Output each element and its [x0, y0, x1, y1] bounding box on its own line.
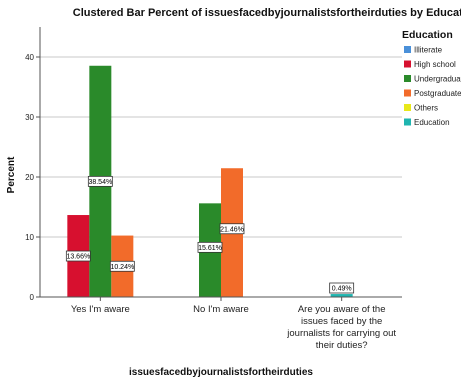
y-tick-label: 30 [25, 113, 34, 122]
data-label-box [329, 282, 355, 294]
x-tick-label: their duties? [316, 340, 368, 351]
data-label-box [87, 175, 113, 187]
chart-title: Clustered Bar Percent of issuesfacedbyjo… [73, 7, 461, 19]
legend-label: High school [414, 60, 456, 69]
legend-label: Others [414, 104, 438, 113]
y-axis-label: Percent [6, 156, 17, 193]
bars [67, 65, 353, 297]
x-tick-label: Yes I'm aware [71, 304, 130, 315]
legend: Illiterate High school Undergraduate Postgr… [404, 46, 461, 127]
legend-label: Education [414, 118, 450, 127]
x-tick-label: No I'm aware [193, 304, 249, 315]
data-label: 13.66% [66, 254, 90, 261]
data-label-box [197, 241, 223, 253]
data-label: 0.49% [332, 286, 352, 293]
data-label: 21.46% [220, 226, 244, 233]
legend-swatch [404, 46, 411, 53]
legend-label: Illiterate [414, 46, 443, 55]
x-axis-label: issuesfacedbyjournalistsfortheirduties [129, 367, 313, 378]
y-tick-label: 10 [25, 233, 34, 242]
x-tick-label: issues faced by the [301, 316, 382, 327]
data-label-box [219, 223, 245, 235]
data-label-box [109, 260, 135, 272]
bar [330, 294, 353, 297]
legend-swatch [404, 75, 411, 82]
data-label: 10.24% [110, 264, 134, 271]
y-tick-label: 0 [30, 293, 35, 302]
axes: 0 10 20 30 40 Yes I'm aware No I'm aware Are yo… [25, 27, 402, 351]
legend-swatch [404, 89, 411, 97]
x-tick-label: Are you aware of the [298, 304, 386, 315]
legend-swatch [404, 104, 411, 111]
legend-swatch [404, 118, 411, 126]
data-label-box [65, 250, 91, 262]
data-label: 38.54% [88, 179, 112, 186]
x-tick-label: journalists for carrying out [286, 328, 396, 339]
y-tick-label: 40 [25, 53, 34, 62]
y-tick-label: 20 [25, 173, 34, 182]
data-label: 15.61% [198, 245, 222, 252]
data-labels: 13.66% 38.54% 10.24% 15.61% 21.46% 0.49% [65, 175, 355, 294]
legend-swatch [404, 60, 411, 68]
legend-label: Undergraduate [414, 75, 461, 84]
legend-label: Postgraduate [414, 89, 461, 98]
legend-title: Education [402, 29, 453, 41]
